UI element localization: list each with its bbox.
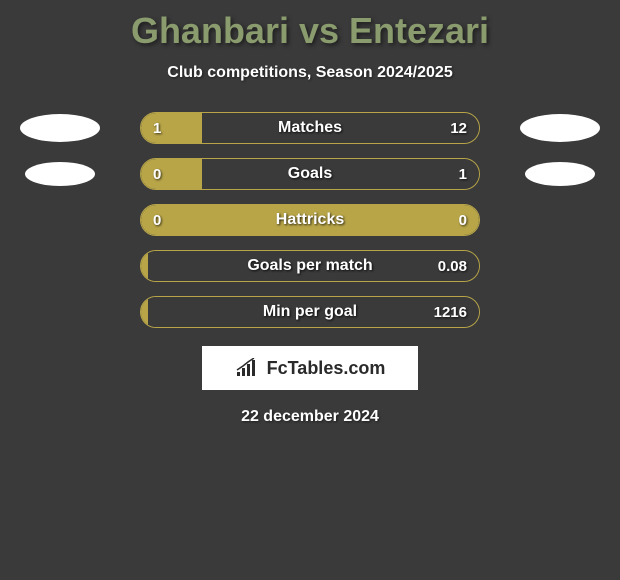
page-title: Ghanbari vs Entezari: [0, 0, 620, 52]
value-left: 0: [141, 212, 161, 229]
stat-label: Matches: [278, 119, 342, 137]
value-left: 1: [141, 120, 161, 137]
value-left: 0: [141, 166, 161, 183]
stat-row-matches: 1 12 Matches: [0, 112, 620, 144]
stat-row-hattricks: 0 0 Hattricks: [0, 204, 620, 236]
player-right-ellipse-icon: [525, 162, 595, 186]
player-right-ellipse-icon: [520, 114, 600, 142]
fctables-banner[interactable]: FcTables.com: [202, 346, 418, 390]
stat-row-mpg: 1216 Min per goal: [0, 296, 620, 328]
banner-text: FcTables.com: [267, 358, 386, 379]
bar-left-segment: [141, 251, 148, 281]
bar-container: 1216 Min per goal: [140, 296, 480, 328]
value-right: 12: [450, 120, 479, 137]
stat-row-gpm: 0.08 Goals per match: [0, 250, 620, 282]
bar-left-segment: 1: [141, 113, 202, 143]
chart-icon: [235, 358, 261, 378]
value-right: 0.08: [438, 258, 479, 275]
stat-label: Hattricks: [276, 211, 344, 229]
value-right: 0: [459, 212, 479, 229]
date-label: 22 december 2024: [0, 408, 620, 426]
player-left-ellipse-icon: [25, 162, 95, 186]
bar-container: 0.08 Goals per match: [140, 250, 480, 282]
bar-container: 1 12 Matches: [140, 112, 480, 144]
stat-label: Goals: [288, 165, 332, 183]
bar-container: 0 1 Goals: [140, 158, 480, 190]
page-subtitle: Club competitions, Season 2024/2025: [0, 64, 620, 82]
stat-label: Goals per match: [247, 257, 372, 275]
stat-row-goals: 0 1 Goals: [0, 158, 620, 190]
player-left-ellipse-icon: [20, 114, 100, 142]
stat-label: Min per goal: [263, 303, 357, 321]
bar-container: 0 0 Hattricks: [140, 204, 480, 236]
bar-right-segment: 1: [202, 159, 479, 189]
bar-left-segment: 0: [141, 159, 202, 189]
stats-area: 1 12 Matches 0 1 Goals 0 0 Hat: [0, 112, 620, 328]
bar-left-segment: [141, 297, 148, 327]
value-right: 1: [459, 166, 479, 183]
value-right: 1216: [434, 304, 479, 321]
